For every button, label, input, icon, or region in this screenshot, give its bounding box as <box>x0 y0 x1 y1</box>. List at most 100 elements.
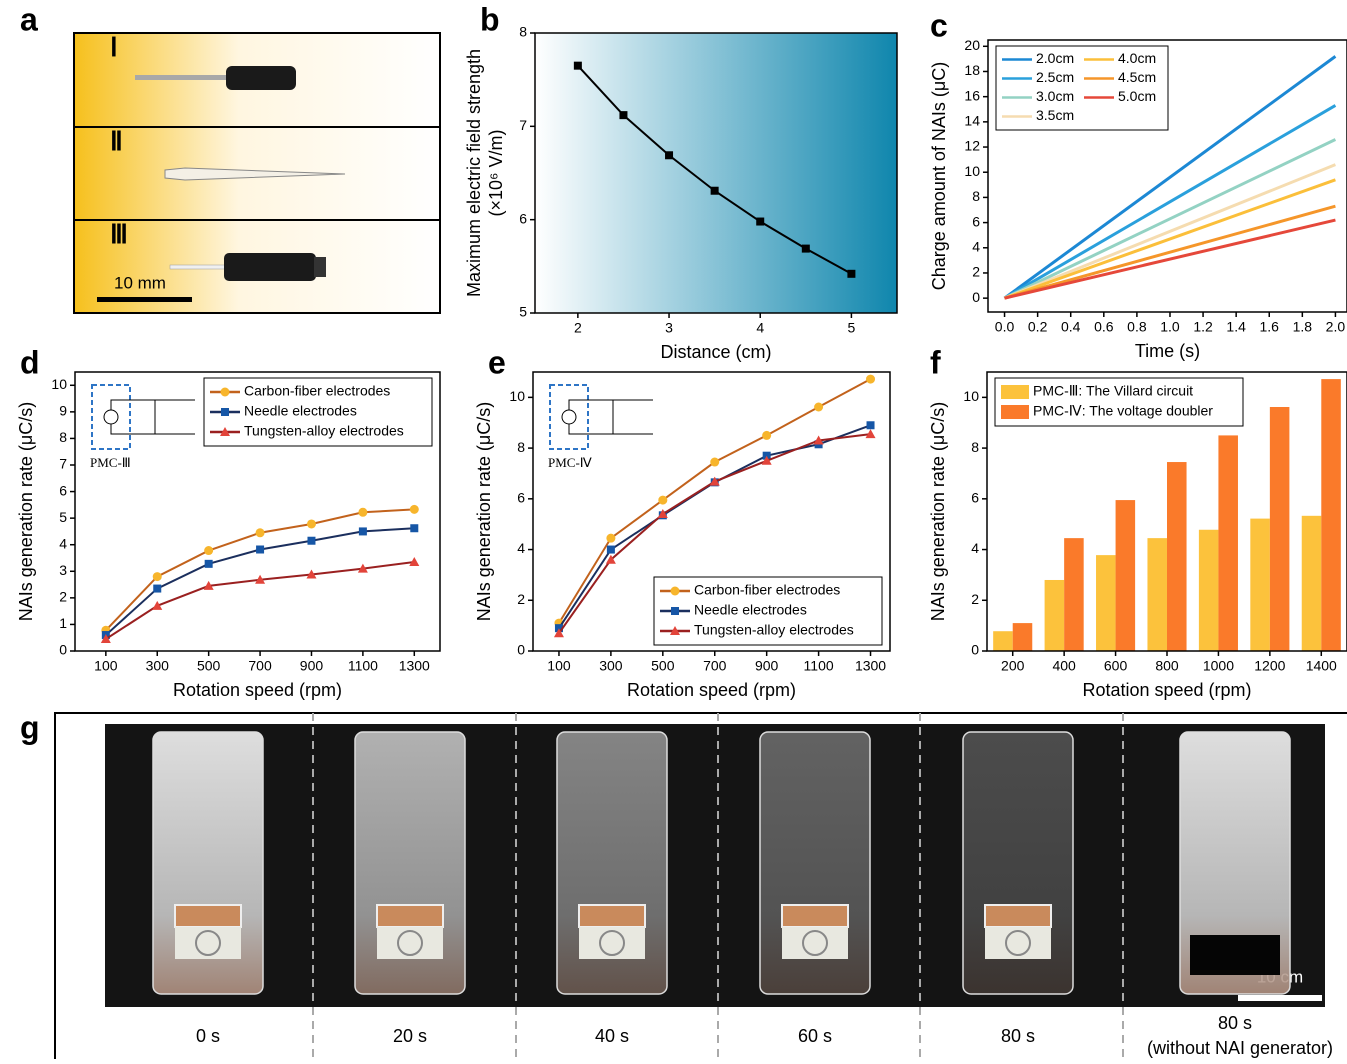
marker <box>220 387 230 397</box>
line <box>1003 163 1336 300</box>
device-fan <box>1005 930 1031 956</box>
caption: 80 s <box>1218 1013 1252 1033</box>
marker <box>606 545 615 554</box>
marker <box>814 402 824 412</box>
y-tick-label: 2 <box>972 264 980 280</box>
line <box>1003 138 1337 300</box>
electrode-rod <box>135 75 230 80</box>
device-fan <box>195 930 221 956</box>
marker <box>573 61 582 70</box>
marker <box>410 524 419 533</box>
bar <box>1218 435 1238 651</box>
x-tick-label: 1000 <box>1203 658 1234 674</box>
x-tick-label: 1400 <box>1306 658 1337 674</box>
x-tick-label: 4 <box>756 320 764 336</box>
x-tick-label: 1300 <box>399 658 430 674</box>
device-top <box>376 904 444 928</box>
y-tick-label: 18 <box>964 62 980 78</box>
x-tick-label: 600 <box>1104 658 1128 674</box>
bar <box>1044 579 1065 651</box>
x-axis-label: Rotation speed (rpm) <box>1082 680 1251 700</box>
legend-label: 3.0cm <box>1036 88 1074 104</box>
x-tick-label: 500 <box>197 658 221 674</box>
line <box>1003 55 1337 300</box>
y-tick-label: 8 <box>517 439 525 455</box>
y-tick-label: 2 <box>971 591 979 607</box>
marker <box>657 509 668 519</box>
x-tick-label: 1100 <box>804 658 834 674</box>
scale-bar-label: 10 mm <box>114 273 166 292</box>
x-tick-label: 1100 <box>348 658 378 674</box>
device-top <box>174 904 242 928</box>
y-tick-label: 8 <box>972 188 980 204</box>
row-label: Ⅲ <box>110 220 128 249</box>
y-tick-label: 6 <box>517 490 525 506</box>
x-tick-label: 2 <box>574 320 582 336</box>
bar <box>1064 538 1084 651</box>
marker <box>409 504 419 514</box>
x-tick-label: 1.8 <box>1293 319 1313 335</box>
row-label: Ⅰ <box>110 33 118 62</box>
electrode-handle <box>226 66 296 90</box>
device-top <box>781 904 849 928</box>
x-tick-label: 700 <box>703 658 727 674</box>
electrode-needle <box>164 167 346 181</box>
legend-label: 4.5cm <box>1118 69 1156 85</box>
y-tick-label: 6 <box>972 213 980 229</box>
bar <box>1115 500 1136 651</box>
x-tick-label: 0.8 <box>1127 319 1147 335</box>
device-body <box>175 927 241 959</box>
y-axis-label: NAIs generation rate (μC/s) <box>928 402 948 621</box>
inset-wires <box>110 399 195 435</box>
bar <box>1250 518 1270 651</box>
marker <box>761 455 772 465</box>
y-tick-label: 0 <box>971 642 979 658</box>
x-tick-label: 3 <box>665 320 673 336</box>
y-tick-label: 8 <box>971 439 979 455</box>
line <box>105 508 415 631</box>
y-tick-label: 4 <box>972 238 980 254</box>
marker <box>100 634 111 644</box>
cylinder <box>354 731 466 995</box>
inset-source <box>103 409 119 425</box>
x-tick-label: 100 <box>547 658 571 674</box>
marker <box>358 527 367 536</box>
plot-frame <box>74 371 441 652</box>
x-axis-label: Distance (cm) <box>660 342 771 362</box>
y-tick-label: 8 <box>519 24 527 40</box>
y-tick-label: 2 <box>517 591 525 607</box>
y-tick-label: 7 <box>519 117 527 133</box>
y-tick-label: 12 <box>964 138 980 154</box>
y-tick-label: 10 <box>964 163 980 179</box>
caption: 0 s <box>196 1026 220 1046</box>
y-tick-label: 14 <box>964 113 980 129</box>
marker <box>710 457 720 467</box>
x-tick-label: 2.0 <box>1326 319 1346 335</box>
x-tick-label: 900 <box>300 658 324 674</box>
y-tick-label: 0 <box>59 642 67 658</box>
inset-box <box>91 384 131 450</box>
y-axis-label: NAIs generation rate (μC/s) <box>16 402 36 621</box>
plot-frame <box>532 371 891 652</box>
legend-swatch <box>1001 385 1029 399</box>
marker <box>553 628 564 638</box>
panel-label: a <box>20 1 38 37</box>
x-axis-label: Rotation speed (rpm) <box>173 680 342 700</box>
y-tick-label: 9 <box>59 403 67 419</box>
marker <box>762 430 772 440</box>
marker <box>847 269 856 278</box>
marker <box>152 600 163 610</box>
inset-label: PMC-Ⅳ <box>548 455 592 470</box>
photo-strip <box>105 724 1325 1007</box>
electrode-brush <box>314 257 326 277</box>
marker <box>306 519 316 529</box>
cylinder <box>759 731 871 995</box>
bar <box>1147 538 1167 651</box>
legend-box <box>203 377 433 447</box>
marker <box>204 546 214 556</box>
x-tick-label: 500 <box>651 658 675 674</box>
bar <box>993 631 1013 651</box>
y-tick-label: 2 <box>59 589 67 605</box>
electrode-handle <box>224 253 316 281</box>
device-body <box>782 927 848 959</box>
